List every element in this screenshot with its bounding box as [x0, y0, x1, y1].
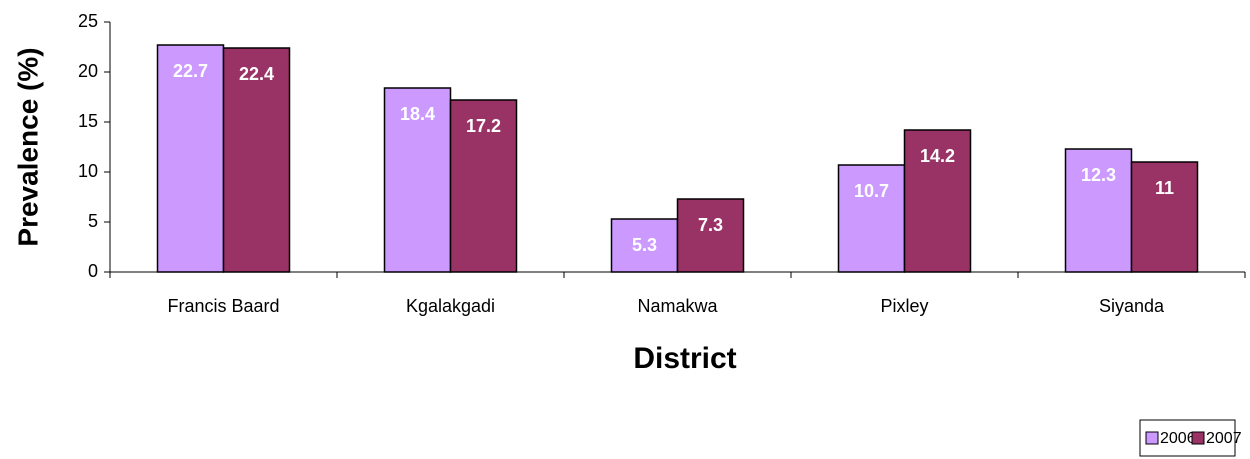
data-label: 22.4	[239, 64, 274, 84]
data-label: 5.3	[632, 235, 657, 255]
data-label: 7.3	[698, 215, 723, 235]
y-tick-label: 0	[88, 261, 98, 281]
bar	[449, 99, 518, 273]
y-tick-label: 5	[88, 211, 98, 231]
x-tick-label: Namakwa	[637, 296, 718, 316]
data-label: 18.4	[400, 104, 435, 124]
data-label: 10.7	[854, 181, 889, 201]
legend-label: 2007	[1206, 430, 1242, 447]
bar	[222, 47, 291, 273]
legend-swatch	[1145, 431, 1159, 445]
legend-swatch	[1191, 431, 1205, 445]
data-label: 14.2	[920, 146, 955, 166]
x-axis-title: District	[633, 342, 736, 375]
y-tick-label: 25	[78, 11, 98, 31]
data-label: 22.7	[173, 61, 208, 81]
y-tick-label: 15	[78, 111, 98, 131]
x-tick-label: Siyanda	[1099, 296, 1165, 316]
bar	[1064, 148, 1133, 273]
legend-label: 2006	[1160, 430, 1196, 447]
x-tick-label: Kgalakgadi	[406, 296, 495, 316]
y-axis-title: Prevalence (%)	[12, 47, 43, 246]
data-label: 11	[1155, 178, 1174, 198]
x-tick-label: Pixley	[880, 296, 928, 316]
bar	[676, 198, 745, 273]
bar	[1130, 161, 1199, 273]
bar	[383, 87, 452, 273]
x-tick-label: Francis Baard	[167, 296, 279, 316]
y-tick-label: 20	[78, 61, 98, 81]
data-label: 17.2	[466, 116, 501, 136]
bar	[903, 129, 972, 273]
y-tick-label: 10	[78, 161, 98, 181]
data-label: 12.3	[1081, 165, 1116, 185]
bar	[837, 164, 906, 273]
